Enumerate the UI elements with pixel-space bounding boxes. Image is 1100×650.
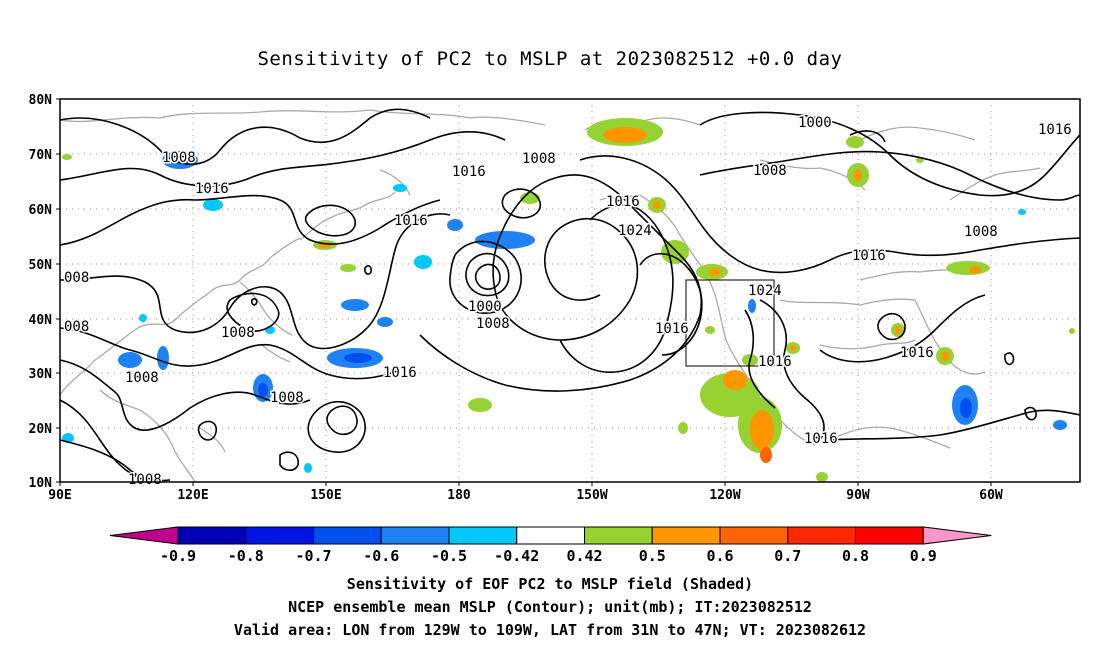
caption-valid-area: Valid area: LON from 129W to 109W, LAT f… [233,621,867,639]
lon-label: 60W [979,488,1003,503]
contour-label: 1024 [618,223,652,239]
lon-label: 150E [310,488,341,503]
lat-label: 60N [29,203,53,218]
contour-label: 1016 [195,181,229,197]
contour-label: 1008 [753,163,787,179]
lat-label: 40N [29,313,53,328]
contour-labels: 1008 1016 1008 1016 1016 1008 1016 1024 … [63,114,1074,490]
lon-label: 150W [576,488,607,503]
contour-label: 1016 [655,321,689,337]
contour-label: 1008 [162,150,196,166]
colorbar-box [787,526,856,545]
lon-label: 90E [48,488,71,503]
valid-area-box [685,279,775,367]
caption-contour: NCEP ensemble mean MSLP (Contour); unit(… [288,598,812,616]
caption-shaded: Sensitivity of EOF PC2 to MSLP field (Sh… [346,575,754,593]
colorbar-tick-label: 0.8 [842,547,869,565]
contour-label: 1016 [383,365,417,381]
colorbar-tick-label: -0.9 [160,547,196,565]
lat-label: 80N [29,93,53,108]
colorbar-box [177,526,247,545]
contour-label: 1016 [852,248,886,264]
colorbar-tick-label: -0.8 [228,547,264,565]
graticule [60,99,1080,482]
colorbar-tick-label: -0.6 [363,547,399,565]
latitude-labels: 80N 70N 60N 50N 40N 30N 20N 10N [29,93,53,491]
contour-label: 1016 [758,354,792,370]
lon-label: 90W [846,488,870,503]
sensitivity-shading [62,118,1075,482]
colorbar-box [719,526,789,545]
colorbar-tick-label: 0.9 [910,547,937,565]
lon-label: 120W [709,488,740,503]
colorbar-tick-label: 0.42 [566,547,602,565]
map-frame [59,98,1081,483]
lat-label: 50N [29,258,53,273]
contour-label: 1008 [125,370,159,386]
contour-label: 1016 [452,164,486,180]
lon-label: 120E [177,488,208,503]
contour-label: 1024 [748,283,782,299]
colorbar-tick-label: -0.7 [295,547,331,565]
contour-label: 1008 [964,224,998,240]
colorbar-box [245,526,314,545]
contour-label: 1008 [468,299,502,315]
map-title: Sensitivity of PC2 to MSLP at 2023082512… [257,48,843,70]
colorbar-box [584,526,653,545]
contour-label: 008 [64,319,89,335]
contour-label: 1016 [394,213,428,229]
colorbar-box [313,526,382,545]
colorbar-end-low [109,526,179,545]
contour-label: 1000 [798,115,832,131]
contour-label: 1008 [522,151,556,167]
contour-label: 1000 [468,299,502,315]
axis-ticks [56,98,992,486]
mslp-contours [59,108,1081,482]
contour-label: 1016 [804,431,838,447]
map-figure: 1008 1016 1008 1016 1016 1008 1016 1024 … [29,93,1081,565]
lat-label: 10N [29,476,53,491]
colorbar-box [855,526,924,545]
colorbar: -0.9 -0.8 -0.7 -0.6 -0.5 -0.42 0.42 0.5 0.6 0.7 0.… [109,526,992,565]
lat-label: 30N [29,367,53,382]
contour-label: 1016 [900,345,934,361]
contour-label: 1016 [606,194,640,210]
lat-label: 70N [29,148,53,163]
colorbar-tick-label: 0.5 [639,547,666,565]
contour-label: 1008 [128,472,162,488]
colorbar-box [448,526,518,545]
colorbar-box [516,526,585,545]
contour-label: 1008 [221,325,255,341]
colorbar-tick-label: -0.5 [431,547,467,565]
contour-label: 1008 [270,390,304,406]
colorbar-tick-label: -0.42 [494,547,539,565]
colorbar-tick-label: 0.7 [774,547,801,565]
colorbar-box [380,526,450,545]
contour-label: 1008 [476,316,510,332]
lon-label: 180 [447,488,471,503]
longitude-labels: 90E 120E 150E 180 150W 120W 90W 60W [48,488,1003,503]
contour-label: 1016 [1038,122,1072,138]
colorbar-tick-label: 0.6 [706,547,733,565]
contour-label: 1016 [852,248,886,264]
lat-label: 20N [29,422,53,437]
colorbar-box [651,526,721,545]
colorbar-end-high [922,526,992,545]
contour-label: 008 [64,270,89,286]
map-panel: 1008 1016 1008 1016 1016 1008 1016 1024 … [59,98,1081,490]
